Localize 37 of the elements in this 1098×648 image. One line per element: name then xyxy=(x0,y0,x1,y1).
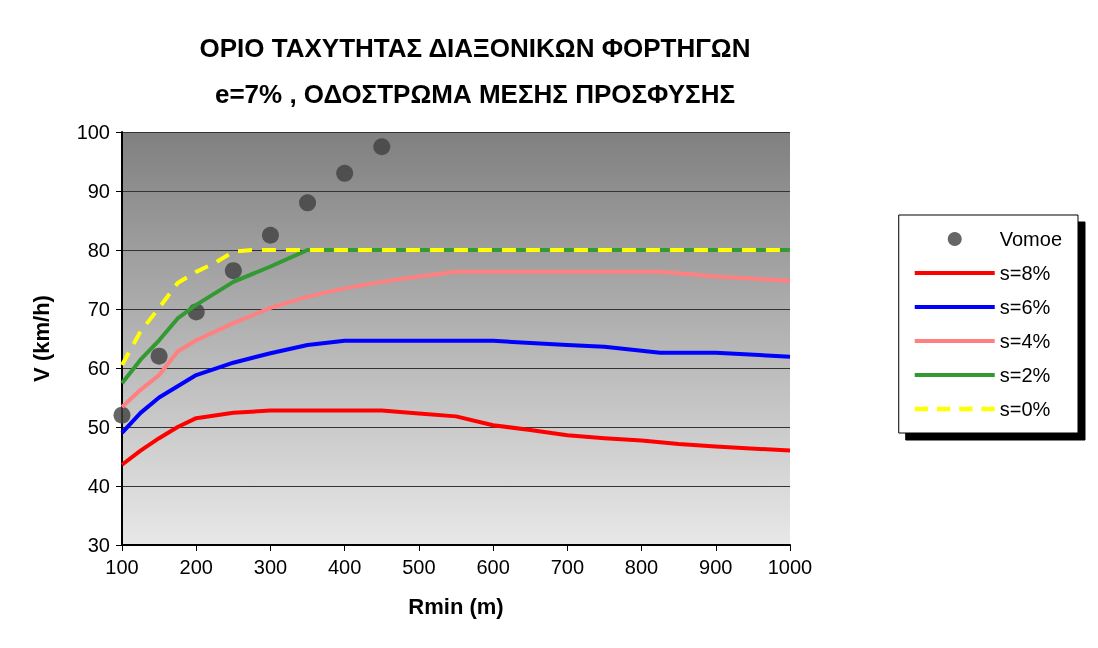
y-tick-label: 30 xyxy=(87,534,110,556)
y-tick-label: 100 xyxy=(76,121,110,143)
point xyxy=(336,164,354,182)
chart-subtitle: e=7% , ΟΔΟΣΤΡΩΜΑ ΜΕΣΗΣ ΠΡΟΣΦΥΣΗΣ xyxy=(214,79,736,109)
point xyxy=(261,226,279,244)
x-tick-label: 300 xyxy=(253,556,288,578)
point xyxy=(299,194,317,212)
legend-label: s=4% xyxy=(999,330,1051,352)
legend-label: Vomoe xyxy=(999,228,1062,250)
line-series xyxy=(120,408,792,467)
x-tick-label: 100 xyxy=(105,556,139,578)
point xyxy=(224,262,242,280)
y-tick-label: 60 xyxy=(87,357,110,379)
x-tick-label: 600 xyxy=(476,556,510,578)
legend-label: s=2% xyxy=(999,364,1051,386)
x-tick-label: 400 xyxy=(327,556,362,578)
legend-label: s=0% xyxy=(999,398,1051,420)
point xyxy=(113,406,131,424)
y-tick-label: 40 xyxy=(87,475,110,497)
legend-label: s=6% xyxy=(999,296,1051,318)
y-tick-label: 70 xyxy=(87,298,110,320)
legend-label: s=8% xyxy=(999,262,1051,284)
x-tick-label: 900 xyxy=(699,556,733,578)
y-tick-label: 80 xyxy=(87,239,110,261)
line-series xyxy=(120,338,792,435)
x-axis-title: Rmin (m) xyxy=(408,593,504,619)
x-tick-label: 800 xyxy=(624,556,659,578)
x-tick-label: 200 xyxy=(179,556,213,578)
y-tick-label: 90 xyxy=(87,180,110,202)
chart-title: ΟΡΙΟ ΤΑΧΥΤΗΤΑΣ ΔΙΑΞΟΝΙΚΩΝ ΦΟΡΤΗΓΩΝ xyxy=(199,33,751,63)
point xyxy=(373,138,391,156)
y-tick-label: 50 xyxy=(87,416,110,438)
x-tick-label: 700 xyxy=(550,556,585,578)
x-tick-label: 1000 xyxy=(767,556,813,578)
y-axis-title: V (km/h) xyxy=(28,295,54,382)
point xyxy=(150,347,168,365)
x-tick-label: 500 xyxy=(402,556,436,578)
